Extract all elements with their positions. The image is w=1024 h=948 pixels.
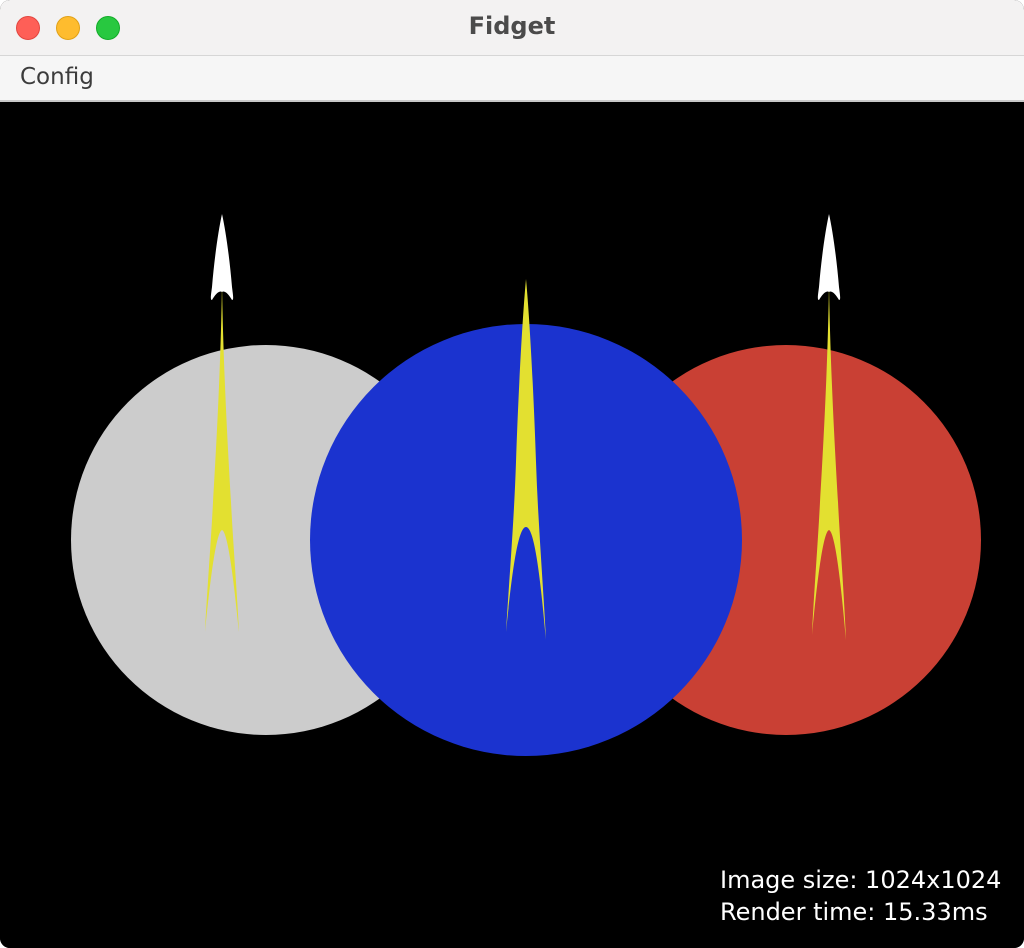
left-rocket-shape: [205, 214, 239, 632]
render-canvas: Image size: 1024x1024 Render time: 15.33…: [0, 102, 1024, 948]
render-stats: Image size: 1024x1024 Render time: 15.33…: [720, 864, 1001, 928]
menu-bar: Config: [0, 56, 1024, 102]
render-time-label: Render time: 15.33ms: [720, 898, 988, 926]
right-rocket-shape: [812, 214, 846, 640]
center-circle: [310, 324, 742, 756]
maximize-window-button[interactable]: [96, 16, 120, 40]
title-bar: Fidget: [0, 0, 1024, 56]
window-title: Fidget: [468, 12, 556, 40]
center-rocket-shape: [506, 279, 546, 640]
render-image: [71, 214, 981, 756]
close-window-button[interactable]: [16, 16, 40, 40]
menu-config[interactable]: Config: [20, 64, 94, 90]
minimize-window-button[interactable]: [56, 16, 80, 40]
image-size-label: Image size: 1024x1024: [720, 866, 1002, 894]
